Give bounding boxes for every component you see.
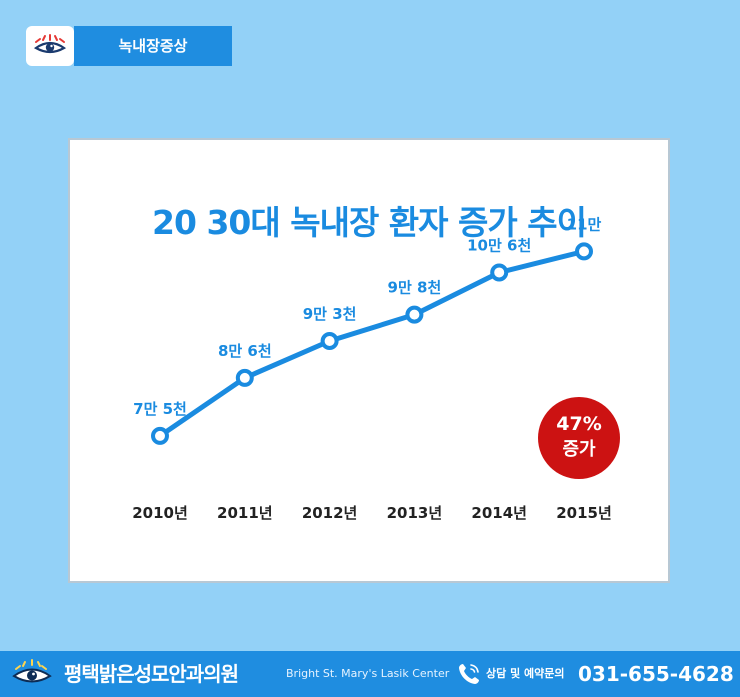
chart-title: 20 30대 녹내장 환자 증가 추이 [152,203,587,242]
annotation-text: 증가 [562,439,596,460]
data-label: 9만 3천 [303,305,357,323]
line-chart: 7만 5천 2010년 8만 6천 2011년 9만 3천 2012년 9만 8천 2013년… [132,215,620,522]
x-tick-label: 2010년 [132,504,188,522]
clinic-name: 평택밝은성모안과의원 [64,662,239,686]
data-label: 10만 6천 [467,236,531,254]
data-label: 7만 5천 [133,400,187,418]
increase-badge [538,397,620,479]
data-point [490,263,509,282]
phone-icon [456,661,482,691]
data-point [235,368,254,387]
data-label: 8만 6천 [218,342,272,360]
data-point [320,332,339,350]
x-tick-label: 2015년 [556,504,612,522]
x-tick-label: 2011년 [217,504,273,522]
data-label: 11만 [567,215,602,233]
inquiry-label: 상담 및 예약문의 [486,667,565,680]
phone-number[interactable]: 031-655-4628 [578,662,734,686]
series-line [157,248,587,439]
clinic-logo-icon [10,657,58,695]
category-tag: 녹내장증상 [26,26,232,66]
category-label: 녹내장증상 [74,26,232,66]
eye-logo-icon [26,26,74,66]
data-point [575,242,593,261]
footer-bar: 평택밝은성모안과의원 Bright St. Mary's Lasik Cente… [0,651,740,697]
chart-card: 20 30대 녹내장 환자 증가 추이 7만 5천 2010년 8만 6천 2011년… [68,138,670,583]
data-label: 9만 8천 [388,279,442,297]
x-tick-label: 2014년 [471,504,527,522]
clinic-english-name: Bright St. Mary's Lasik Center [286,667,450,680]
x-tick-label: 2012년 [302,504,358,522]
data-point [151,426,169,445]
annotation-percent: 47% [556,413,601,435]
x-tick-label: 2013년 [387,504,443,522]
data-point [405,305,424,324]
